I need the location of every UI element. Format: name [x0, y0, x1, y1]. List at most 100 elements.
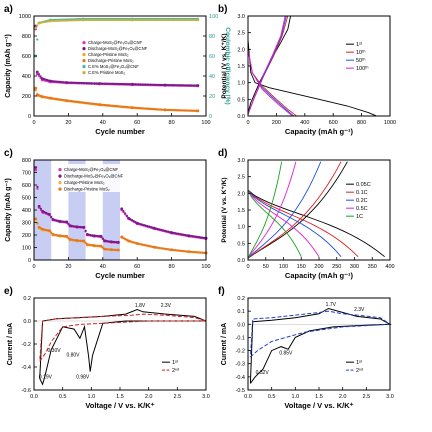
data-point [68, 99, 72, 102]
data-point [114, 82, 118, 85]
data-point [132, 83, 136, 86]
y-tick-label: -0.6 [22, 388, 31, 394]
data-point [103, 247, 106, 251]
data-point [124, 212, 127, 215]
data-point [156, 227, 159, 231]
data-point [47, 20, 50, 23]
x-tick-label: 40 [100, 264, 106, 270]
data-point [85, 101, 88, 104]
data-point [54, 19, 57, 22]
data-point [130, 18, 134, 22]
data-point [184, 250, 187, 253]
data-point [177, 84, 180, 87]
data-point [103, 82, 106, 85]
data-point [150, 83, 154, 86]
data-point [182, 249, 185, 253]
data-point [106, 104, 109, 107]
data-point [178, 84, 181, 87]
data-point [70, 224, 73, 228]
data-point [34, 88, 38, 92]
data-point [70, 238, 73, 241]
data-point [96, 234, 99, 238]
data-point [52, 19, 55, 22]
data-point [167, 83, 170, 87]
x-tick-label: 60 [134, 120, 140, 126]
data-point [87, 243, 91, 246]
data-point [181, 109, 185, 112]
data-point [70, 19, 73, 22]
y-tick-label: -0.5 [236, 388, 245, 394]
data-point [185, 250, 189, 253]
data-point [73, 81, 77, 84]
data-point [88, 82, 91, 85]
data-point [89, 233, 92, 237]
data-point [173, 18, 176, 22]
data-point [39, 75, 42, 78]
data-point [146, 244, 149, 247]
data-point [73, 100, 77, 103]
y-tick-label: 2.5 [237, 175, 245, 181]
data-point [44, 20, 47, 23]
data-point [148, 244, 151, 248]
data-point [34, 168, 38, 172]
data-point [110, 240, 113, 244]
data-point [60, 234, 63, 237]
legend-label: 0.05C [356, 182, 371, 188]
x-tick-label: 1.5 [315, 394, 323, 400]
data-point [78, 81, 81, 84]
data-point [95, 103, 98, 106]
data-point [144, 107, 147, 110]
legend-label: Discharge-MoS₂@Fe₃O₄@CNF [64, 174, 124, 179]
y-tick-label: 100 [22, 246, 31, 252]
data-point [65, 19, 68, 22]
series-line [247, 189, 385, 258]
data-point [191, 109, 194, 112]
data-point [74, 239, 77, 242]
legend-marker [58, 174, 62, 178]
data-point [158, 246, 161, 250]
data-point [98, 18, 101, 22]
data-point [172, 248, 175, 252]
data-point [144, 18, 147, 22]
data-point [165, 18, 168, 22]
data-point [142, 83, 145, 86]
data-point [118, 105, 121, 108]
data-point [160, 108, 163, 111]
data-point [139, 106, 142, 110]
data-point [50, 215, 53, 218]
data-point [193, 84, 196, 87]
annotation: 0.19V [39, 375, 53, 381]
x-tick-label: 100 [201, 264, 210, 270]
data-point [145, 18, 149, 22]
y-tick-label: 2.0 [237, 47, 245, 53]
x-tick-label: 0 [246, 120, 249, 126]
data-point [132, 106, 136, 109]
data-point [136, 83, 139, 86]
data-point [199, 236, 202, 239]
y-tick-label: -0.3 [236, 362, 245, 368]
data-point [144, 224, 147, 227]
x-tick-label: 1.0 [292, 394, 300, 400]
data-point [96, 244, 99, 247]
data-point [91, 234, 94, 237]
data-point [108, 104, 111, 107]
x-tick-label: 100 [279, 264, 288, 270]
legend-label: Charge-MoS₂@Fe₃O₄@CNF [64, 167, 118, 172]
annotation: 0.98V [76, 375, 90, 381]
data-point [114, 18, 118, 22]
data-point [57, 80, 60, 83]
data-point [157, 18, 160, 22]
data-point [92, 244, 96, 247]
legend-label: Charge-Pristine MoS₂ [88, 52, 129, 57]
data-point [91, 102, 95, 105]
data-point [198, 236, 201, 239]
data-point [114, 104, 118, 108]
data-point [113, 248, 116, 251]
x-tick-label: 0.0 [244, 394, 252, 400]
data-point [137, 242, 141, 245]
data-point [175, 84, 178, 87]
y-tick-label: -0.4 [236, 375, 245, 381]
annotation: 1.8V [135, 303, 146, 309]
x-tick-label: 60 [134, 264, 140, 270]
